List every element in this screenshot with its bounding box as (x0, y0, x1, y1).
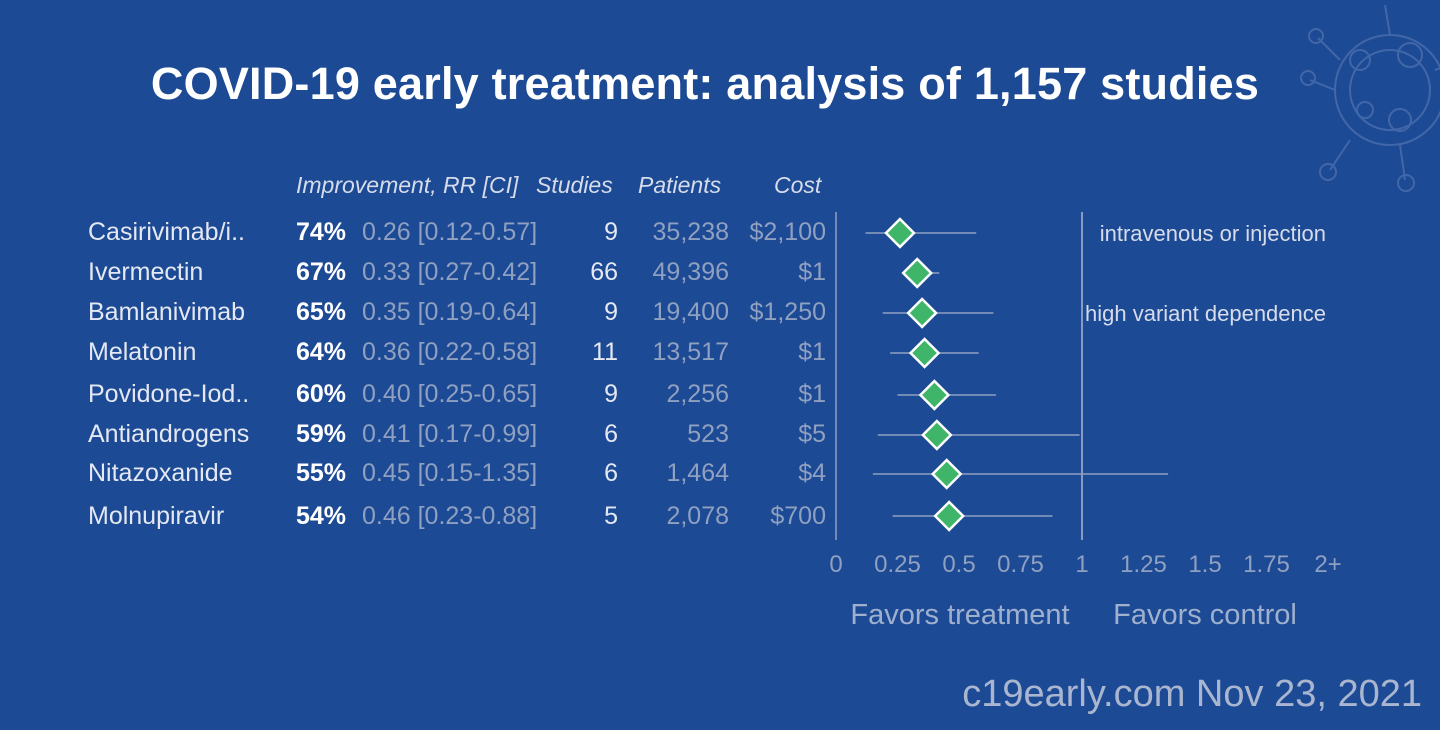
header-improvement: Improvement, RR [CI] (296, 172, 519, 198)
table-row: Nitazoxanide 55% 0.45 [0.15-1.35] 6 1,46… (0, 457, 840, 489)
cost-value: $5 (798, 420, 826, 448)
x-tick-label: 0.75 (997, 551, 1044, 578)
rr-point (884, 217, 916, 249)
rr-ci-value: 0.35 [0.19-0.64] (362, 298, 538, 326)
x-tick-label: 0.25 (874, 551, 921, 578)
treatment-name: Bamlanivimab (88, 298, 246, 326)
treatment-name: Povidone-Iod.. (88, 380, 250, 408)
source-footer: c19early.com Nov 23, 2021 (962, 673, 1422, 715)
cost-value: $1,250 (749, 298, 826, 326)
rr-ci-value: 0.33 [0.27-0.42] (362, 258, 538, 286)
studies-value: 9 (604, 298, 618, 326)
rr-point (930, 458, 963, 490)
x-tick-label: 2+ (1314, 551, 1341, 578)
x-tick-label: 0.5 (942, 551, 975, 578)
row-annotation: intravenous or injection (1100, 221, 1326, 246)
improvement-value: 65% (296, 298, 347, 326)
rr-point (906, 297, 938, 329)
rr-point (933, 500, 965, 532)
table-row: Bamlanivimab 65% 0.35 [0.19-0.64] 9 19,4… (0, 296, 840, 328)
cost-value: $4 (798, 459, 826, 487)
studies-value: 11 (592, 338, 618, 366)
rr-point (908, 337, 941, 369)
favors-control-label: Favors control (1113, 599, 1297, 631)
patients-value: 19,400 (652, 298, 729, 326)
cost-value: $700 (770, 502, 826, 530)
cost-value: $2,100 (749, 218, 826, 246)
rr-ci-value: 0.26 [0.12-0.57] (362, 218, 538, 246)
x-tick-label: 1.75 (1243, 551, 1290, 578)
studies-value: 9 (604, 380, 618, 408)
header-patients: Patients (638, 172, 722, 198)
studies-value: 9 (604, 218, 618, 246)
header-cost: Cost (774, 172, 822, 198)
patients-value: 1,464 (666, 459, 729, 487)
row-annotation: high variant dependence (1085, 301, 1326, 326)
table-row: Ivermectin 67% 0.33 [0.27-0.42] 66 49,39… (0, 256, 840, 288)
table-row: Antiandrogens 59% 0.41 [0.17-0.99] 6 523… (0, 418, 840, 450)
cost-value: $1 (798, 338, 826, 366)
table-row: Povidone-Iod.. 60% 0.40 [0.25-0.65] 9 2,… (0, 378, 840, 410)
cost-value: $1 (798, 380, 826, 408)
treatment-name: Molnupiravir (88, 502, 225, 530)
x-tick-label: 1.5 (1188, 551, 1221, 578)
rr-ci-value: 0.41 [0.17-0.99] (362, 420, 538, 448)
improvement-value: 59% (296, 420, 347, 448)
studies-value: 6 (604, 459, 618, 487)
rr-ci-value: 0.46 [0.23-0.88] (362, 502, 538, 530)
virus-illustration (1300, 4, 1440, 192)
patients-value: 2,078 (666, 502, 729, 530)
improvement-value: 55% (296, 459, 347, 487)
treatment-name: Casirivimab/i.. (88, 218, 245, 246)
improvement-value: 67% (296, 258, 347, 286)
favors-treatment-label: Favors treatment (850, 599, 1069, 631)
table-row: Casirivimab/i.. 74% 0.26 [0.12-0.57] 9 3… (0, 216, 840, 248)
patients-value: 49,396 (652, 258, 729, 286)
studies-value: 6 (604, 420, 618, 448)
treatment-name: Nitazoxanide (88, 459, 233, 487)
treatment-name: Melatonin (88, 338, 197, 366)
x-tick-label: 0 (829, 551, 842, 578)
treatment-name: Ivermectin (88, 258, 204, 286)
patients-value: 13,517 (652, 338, 729, 366)
table-row: Melatonin 64% 0.36 [0.22-0.58] 11 13,517… (0, 336, 840, 368)
x-tick-label: 1 (1075, 551, 1088, 578)
rr-ci-value: 0.36 [0.22-0.58] (362, 338, 538, 366)
rr-point (901, 257, 933, 289)
studies-value: 5 (604, 502, 618, 530)
rr-ci-value: 0.45 [0.15-1.35] (362, 459, 538, 487)
patients-value: 2,256 (666, 380, 729, 408)
rr-point (918, 379, 951, 411)
page-title: COVID-19 early treatment: analysis of 1,… (150, 58, 1260, 109)
improvement-value: 74% (296, 218, 347, 246)
improvement-value: 60% (296, 380, 347, 408)
cost-value: $1 (798, 258, 826, 286)
studies-value: 66 (590, 258, 618, 286)
treatment-name: Antiandrogens (88, 420, 250, 448)
rr-ci-value: 0.40 [0.25-0.65] (362, 380, 538, 408)
patients-value: 523 (687, 420, 729, 448)
table-row: Molnupiravir 54% 0.46 [0.23-0.88] 5 2,07… (0, 500, 840, 532)
improvement-value: 54% (296, 502, 347, 530)
rr-point (921, 419, 953, 451)
improvement-value: 64% (296, 338, 347, 366)
header-studies: Studies (536, 172, 613, 198)
patients-value: 35,238 (652, 218, 729, 246)
x-tick-label: 1.25 (1120, 551, 1167, 578)
